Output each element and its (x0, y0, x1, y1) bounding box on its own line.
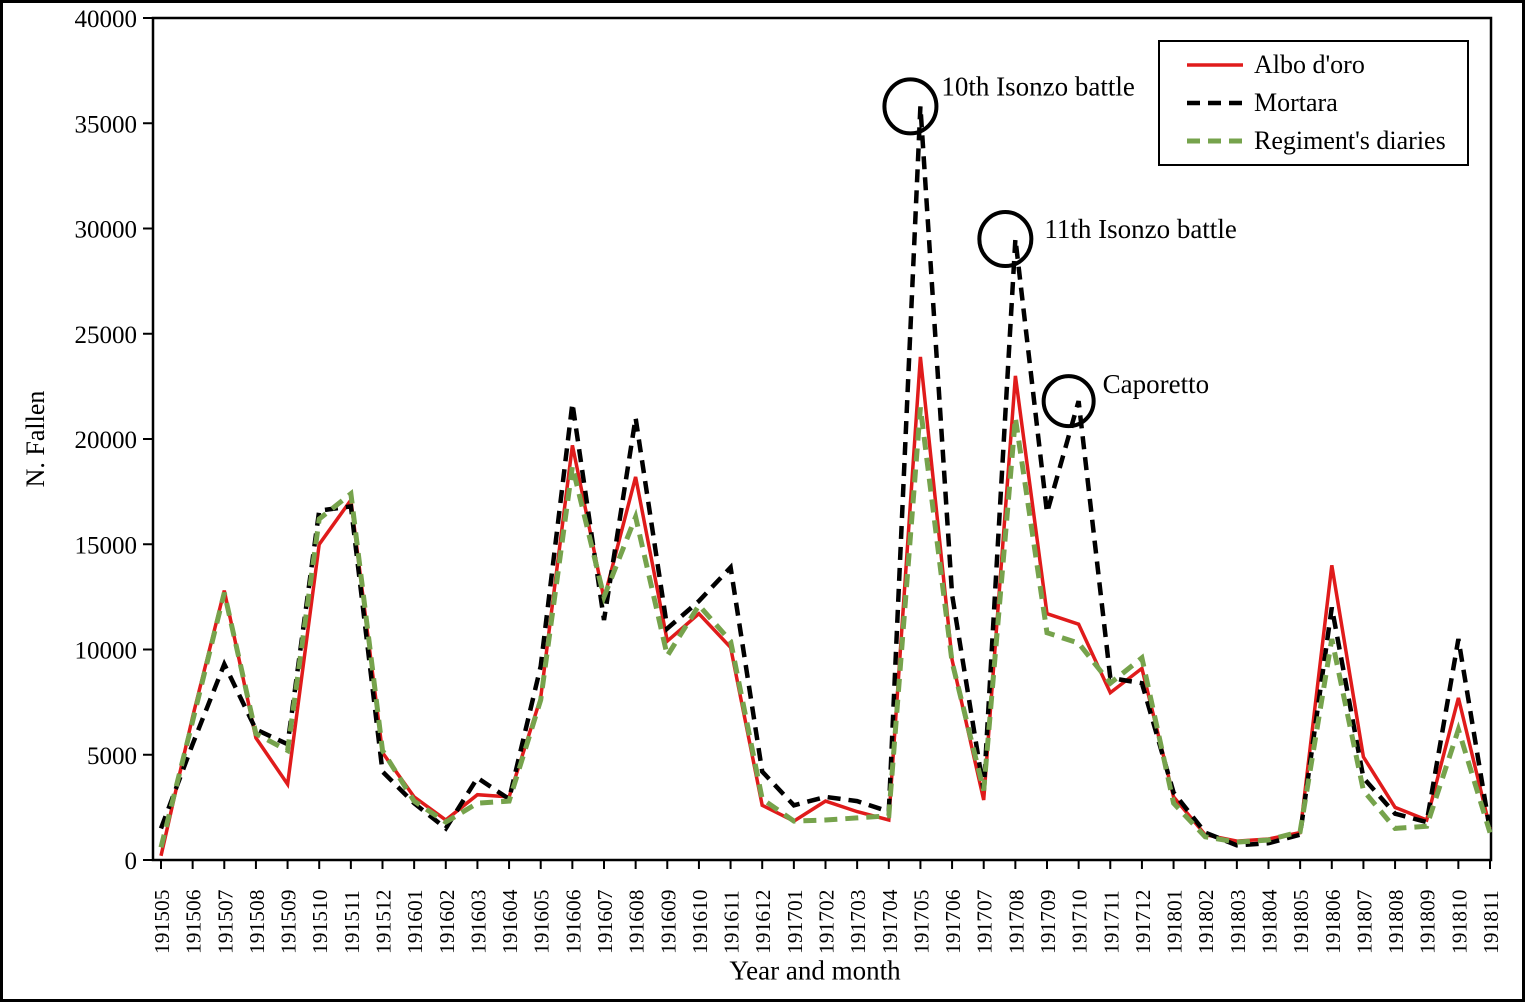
x-axis-tick-label: 191704 (878, 889, 902, 954)
x-axis-tick-label: 191607 (593, 889, 617, 954)
line-chart: 0 5000 10000 15000 20000 25000 30000 35000 40000… (75, 6, 1504, 955)
y-axis-tick-label: 5000 (87, 743, 137, 770)
x-axis-tick-label: 191708 (1004, 890, 1028, 955)
x-axis-tick-label: 191705 (909, 890, 933, 955)
legend-label: Albo d'oro (1254, 50, 1365, 79)
x-axis-tick-label: 191510 (308, 890, 332, 955)
legend: Albo d'oro Mortara Regiment's diaries (1158, 40, 1469, 166)
x-axis-tick-label: 191506 (182, 889, 206, 954)
annotation-label: Caporetto (1103, 369, 1209, 399)
x-axis-tick-label: 191509 (277, 890, 301, 955)
x-axis-title: Year and month (729, 955, 901, 986)
x-axis-tick-label: 191711 (1099, 890, 1123, 954)
y-axis-title: N. Fallen (21, 390, 50, 488)
x-axis-tick-label: 191807 (1352, 889, 1376, 954)
annotation-circle (882, 77, 939, 136)
x-axis-tick-label: 191602 (435, 890, 459, 955)
x-axis-tick-label: 191809 (1416, 890, 1440, 955)
x-axis-tick-label: 191810 (1447, 890, 1471, 955)
x-axis-tick-label: 191804 (1258, 889, 1282, 954)
x-axis-tick-label: 191811 (1479, 890, 1503, 954)
x-axis-tick-label: 191611 (720, 890, 744, 954)
x-axis-tick-label: 191712 (1131, 890, 1155, 955)
y-axis-tick-label: 40000 (75, 6, 138, 33)
legend-entry: Mortara (1186, 88, 1461, 118)
legend-label: Regiment's diaries (1254, 126, 1446, 155)
x-axis-tick-label: 191606 (561, 889, 585, 954)
annotation-circle (1041, 374, 1096, 429)
annotation-label: 10th Isonzo battle (941, 71, 1134, 101)
x-axis-tick-label: 191805 (1289, 890, 1313, 955)
legend-line-swatch-dashed (1187, 100, 1243, 106)
series-line-regiment-s-diaries (158, 407, 1493, 849)
y-axis-tick-label: 0 (125, 848, 138, 875)
legend-entry: Albo d'oro (1186, 50, 1461, 80)
x-axis-tick-label: 191808 (1384, 890, 1408, 955)
y-axis-tick-label: 25000 (75, 322, 138, 349)
y-axis-tick-label: 20000 (75, 427, 138, 454)
legend-line-swatch-dashed (1187, 138, 1243, 144)
legend-label: Mortara (1254, 88, 1338, 117)
x-axis-tick-label: 191702 (815, 890, 839, 955)
x-axis-tick-label: 191802 (1194, 890, 1218, 955)
y-axis-tick-label: 15000 (75, 532, 138, 559)
x-axis-tick-label: 191610 (688, 890, 712, 955)
x-axis-tick-label: 191806 (1321, 889, 1345, 954)
series-line-mortara (158, 106, 1493, 848)
x-axis-tick-label: 191710 (1068, 890, 1092, 955)
x-axis-tick-label: 191709 (1036, 890, 1060, 955)
x-axis-tick-label: 191512 (372, 890, 396, 955)
x-axis-tick-label: 191601 (403, 890, 427, 955)
x-axis-tick-label: 191703 (846, 890, 870, 955)
x-axis-tick-label: 191608 (625, 890, 649, 955)
legend-line-swatch-solid (1187, 63, 1243, 67)
x-axis-tick-label: 191803 (1226, 890, 1250, 955)
x-axis-tick-label: 191507 (213, 889, 237, 954)
annotation-circle (977, 210, 1034, 269)
x-axis-tick-label: 191701 (783, 890, 807, 955)
y-axis-tick-label: 10000 (75, 638, 138, 665)
legend-entry: Regiment's diaries (1186, 126, 1461, 156)
x-axis-tick-label: 191511 (340, 890, 364, 954)
x-axis-tick-label: 191604 (498, 889, 522, 954)
y-axis-tick-label: 30000 (75, 217, 138, 244)
x-axis-tick-label: 191706 (941, 889, 965, 954)
series-line-albo-d-oro (159, 356, 1492, 857)
y-axis-tick-label: 35000 (75, 111, 138, 138)
x-axis-tick-label: 191609 (656, 890, 680, 955)
x-axis-tick-label: 191508 (245, 890, 269, 955)
annotation-label: 11th Isonzo battle (1044, 214, 1236, 244)
x-axis-tick-label: 191605 (530, 890, 554, 955)
x-axis-tick-label: 191612 (751, 890, 775, 955)
x-axis-tick-label: 191801 (1163, 890, 1187, 955)
x-axis-tick-label: 191505 (150, 890, 174, 955)
x-axis-tick-label: 191707 (973, 889, 997, 954)
x-axis-tick-label: 191603 (466, 890, 490, 955)
